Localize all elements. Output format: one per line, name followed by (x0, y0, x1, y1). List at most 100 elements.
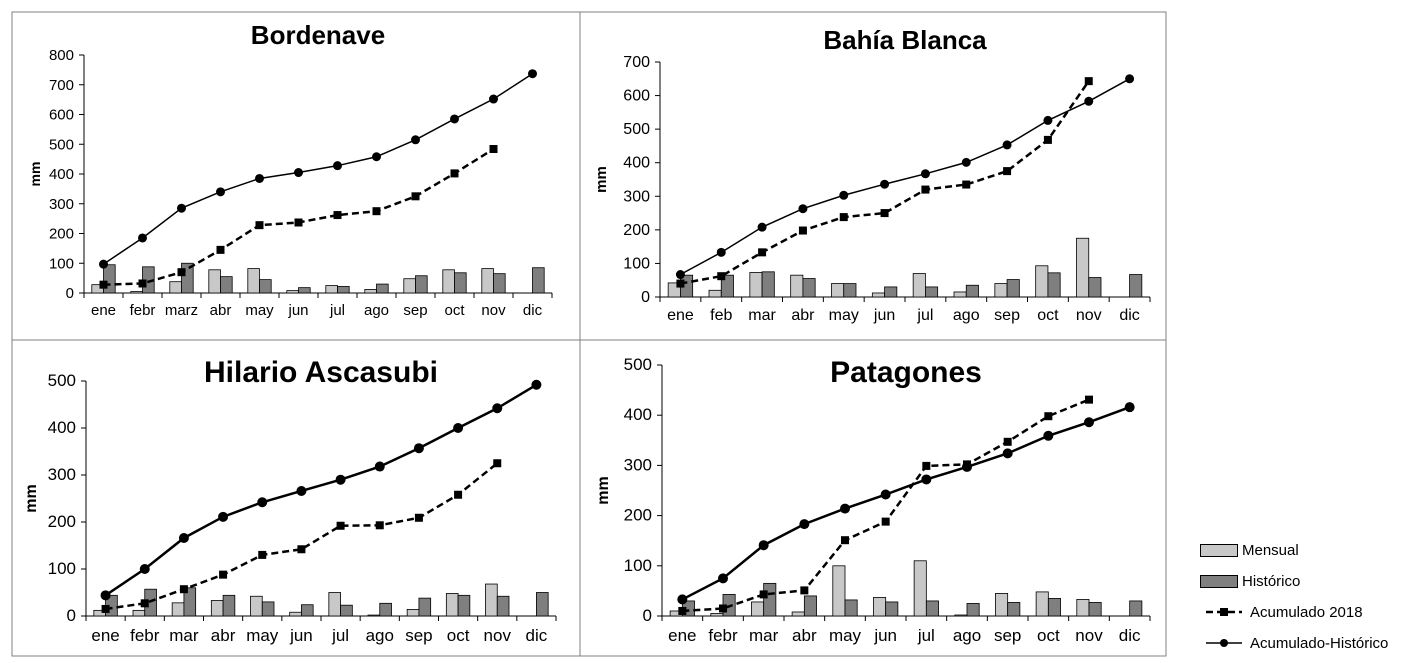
bar-historico-jun (301, 604, 314, 617)
bar-series-historico (680, 271, 1143, 298)
bar-historico-dic (1129, 600, 1143, 617)
x-tick-label: jul (916, 307, 933, 324)
point-acumulado-historico-sep (1002, 448, 1013, 459)
bar-historico-marz (181, 262, 194, 294)
x-tick-label: jul (329, 302, 345, 319)
point-acumulado-historico-may (840, 503, 850, 514)
point-acumulado-2018-may (255, 221, 264, 230)
point-acumulado-2018-jul (333, 211, 342, 220)
chart-title: Patagones (830, 356, 982, 389)
point-acumulado-2018-oct (1044, 412, 1053, 421)
line-path-acumulado-historico (681, 405, 1131, 601)
bar-historico-dic (532, 267, 545, 294)
bar-historico-ago (376, 283, 389, 294)
x-tick-label: oct (444, 302, 465, 319)
x-tick-label: jun (873, 626, 897, 645)
y-tick-label: 500 (48, 371, 76, 390)
y-tick-label: 400 (48, 418, 76, 437)
y-tick-label: 0 (66, 285, 74, 302)
x-tick-label: dic (526, 626, 548, 645)
legend-item-mensual: Mensual (1200, 540, 1299, 560)
x-tick-label: dic (523, 302, 543, 319)
bar-historico-nov (1088, 602, 1102, 617)
bar-mensual-febr (132, 609, 146, 617)
bar-historico-dic (1129, 274, 1143, 298)
bar-historico-may (259, 279, 272, 294)
bar-historico-mar (763, 582, 777, 617)
y-tick-label: 100 (49, 255, 74, 272)
bar-mensual-febr (130, 291, 143, 294)
y-axis-label: mm (595, 476, 612, 504)
bar-historico-oct (1047, 272, 1061, 298)
x-tick-label: febr (130, 302, 156, 319)
line-series-acumulado-historico (677, 402, 1135, 605)
bar-historico-ago (966, 603, 980, 617)
point-acumulado-2018-may (258, 550, 267, 559)
x-tick-label: marz (165, 302, 198, 319)
x-tick-label: mar (749, 626, 779, 645)
y-tick-label: 300 (48, 465, 76, 484)
point-acumulado-historico-mar (757, 222, 767, 232)
x-tick-label: nov (1075, 626, 1103, 645)
point-acumulado-historico-nov (1084, 417, 1094, 428)
point-acumulado-historico-abr (218, 511, 229, 522)
bar-mensual-nov (481, 268, 494, 294)
point-acumulado-historico-abr (799, 519, 810, 530)
bar-historico-jul (925, 286, 939, 298)
bar-historico-mar (183, 587, 197, 617)
x-tick-label: sep (403, 302, 427, 319)
bar-historico-jun (298, 287, 311, 294)
point-acumulado-2018-ene (101, 604, 110, 613)
bar-series-mensual (667, 237, 1090, 298)
bar-historico-sep (418, 597, 432, 617)
point-acumulado-historico-ago (374, 461, 385, 472)
x-tick-label: jul (331, 626, 349, 645)
point-acumulado-historico-marz (177, 203, 186, 213)
point-acumulado-historico-jun (294, 168, 303, 178)
x-tick-label: ene (668, 626, 696, 645)
point-acumulado-historico-jul (921, 474, 932, 485)
x-tick-label: abr (211, 626, 236, 645)
line-series-acumulado-historico (99, 69, 537, 269)
point-acumulado-historico-febr (718, 573, 728, 584)
chart-title: Bordenave (251, 20, 385, 50)
bar-mensual-oct (445, 593, 459, 617)
bar-mensual-jun (871, 292, 885, 298)
point-acumulado-historico-oct (453, 423, 464, 433)
bar-mensual-abr (791, 611, 805, 617)
legend-swatch-solid-line (1206, 639, 1242, 647)
chart-bordenave: Bordenave mm 0 100 200 300 400 500 600 700 800 ene f… (11, 11, 581, 341)
x-tick-label: febr (708, 626, 738, 645)
point-acumulado-historico-dic (528, 69, 537, 79)
x-tick-label: dic (1119, 626, 1141, 645)
point-acumulado-2018-ene (99, 280, 108, 289)
y-tick-label: 400 (624, 405, 652, 424)
bar-mensual-jun (873, 597, 887, 617)
x-tick-label: abr (791, 307, 815, 324)
bar-mensual-oct (1035, 591, 1049, 617)
x-tick-label: nov (1076, 307, 1102, 324)
point-acumulado-historico-ago (962, 461, 972, 472)
line-path-acumulado-historico (103, 73, 533, 265)
x-tick-label: ago (364, 302, 389, 319)
bar-mensual-mar (749, 272, 763, 298)
bar-historico-ago (379, 602, 392, 617)
point-acumulado-historico-febr (138, 233, 147, 243)
point-acumulado-historico-jul (335, 474, 346, 485)
bar-mensual-jun (286, 290, 299, 294)
y-tick-label: 200 (49, 226, 74, 243)
bar-mensual-oct (1035, 265, 1049, 298)
legend-label-acumulado-historico: Acumulado-Histórico (1250, 634, 1389, 652)
point-acumulado-historico-ene (100, 590, 111, 601)
x-tick-label: sep (405, 626, 432, 645)
bar-historico-may (261, 601, 275, 617)
x-tick-label: mar (169, 626, 199, 645)
bar-historico-jul (337, 286, 350, 294)
bar-series-historico (105, 587, 549, 617)
point-acumulado-historico-sep (411, 135, 420, 145)
y-tick-label: 100 (48, 559, 76, 578)
point-acumulado-historico-nov (1084, 96, 1094, 106)
point-acumulado-historico-mar (758, 540, 769, 551)
point-acumulado-2018-jun (881, 517, 890, 526)
y-tick-label: 400 (623, 155, 650, 172)
